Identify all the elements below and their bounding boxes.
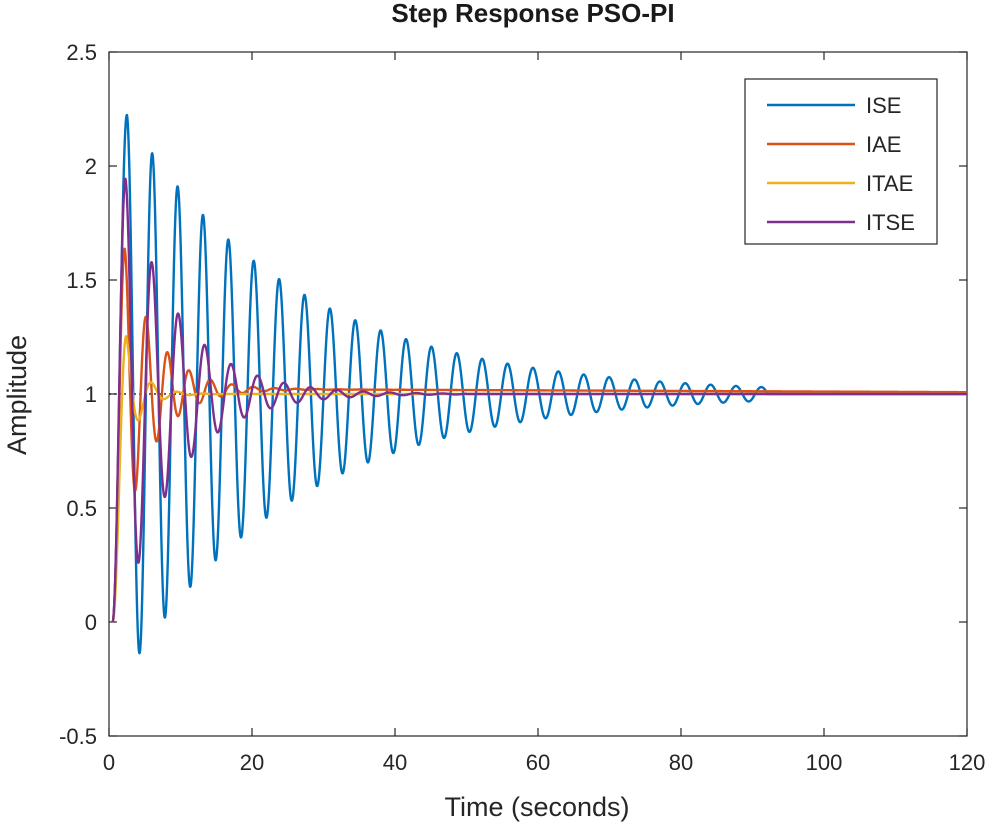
- x-tick-label: 80: [669, 750, 693, 775]
- y-tick-label: 0.5: [66, 496, 97, 521]
- y-tick-label: 2.5: [66, 40, 97, 65]
- y-tick-label: -0.5: [59, 724, 97, 749]
- x-tick-label: 120: [949, 750, 986, 775]
- series-lines: [111, 113, 969, 655]
- y-tick-label: 1: [85, 382, 97, 407]
- legend-label-itae: ITAE: [866, 171, 913, 196]
- legend-label-itse: ITSE: [866, 210, 915, 235]
- x-tick-label: 60: [526, 750, 550, 775]
- legend-label-iae: IAE: [866, 132, 901, 157]
- x-tick-label: 0: [103, 750, 115, 775]
- legend-box: [744, 78, 938, 245]
- x-tick-label: 40: [383, 750, 407, 775]
- series-line-iae: [111, 247, 969, 624]
- y-tick-label: 0: [85, 610, 97, 635]
- y-tick-labels: -0.5 0 0.5 1 1.5 2 2.5: [59, 40, 97, 749]
- legend-label-ise: ISE: [866, 93, 901, 118]
- x-axis-label: Time (seconds): [444, 792, 629, 822]
- x-tick-label: 20: [240, 750, 264, 775]
- x-tick-label: 100: [806, 750, 843, 775]
- y-tick-label: 2: [85, 154, 97, 179]
- chart-title: Step Response PSO-PI: [391, 0, 674, 28]
- legend-items: ISE IAE ITAE ITSE: [767, 93, 915, 235]
- y-tick-label: 1.5: [66, 268, 97, 293]
- series-line-itse: [111, 177, 969, 624]
- y-axis-label: Amplitude: [2, 335, 32, 455]
- legend: ISE IAE ITAE ITSE: [744, 78, 938, 245]
- x-tick-labels: 0 20 40 60 80 100 120: [103, 750, 985, 775]
